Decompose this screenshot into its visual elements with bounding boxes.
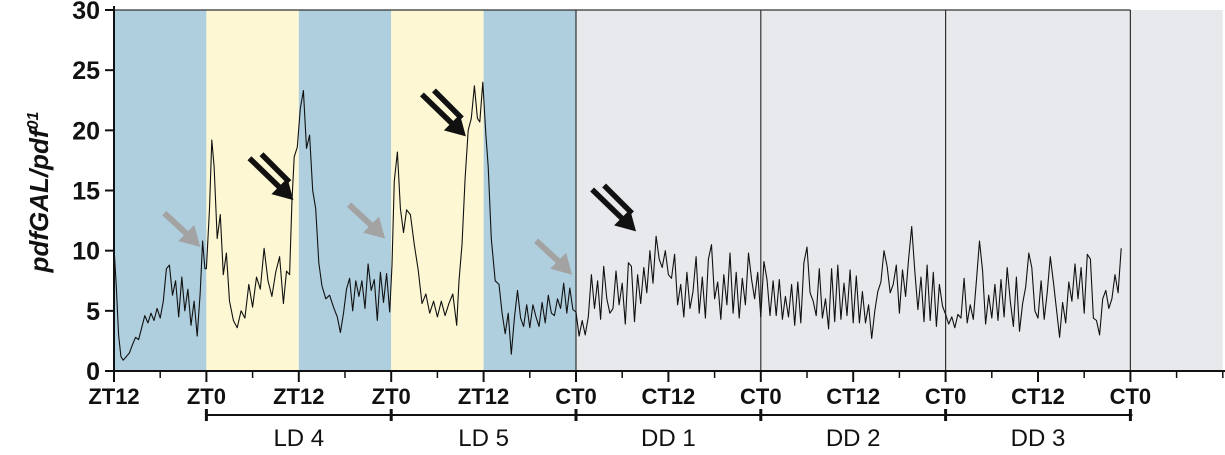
arrow-shaft: [432, 88, 464, 121]
x-tick-label: ZT0: [372, 384, 411, 409]
band-2: [298, 10, 392, 371]
y-tick-label: 15: [72, 178, 100, 206]
gray-arrow-4: [534, 238, 573, 275]
y-tick-label: 5: [86, 298, 100, 326]
y-tick-label: 0: [86, 358, 100, 386]
y-tick-label: 30: [72, 0, 100, 25]
arrow-head: [271, 178, 294, 201]
x-axis: ZT12 ZT0 ZT12 ZT0 ZT12 CT0 CT12 CT0 CT12 CT0 CT12 C…: [88, 371, 1224, 409]
black-arrow-1: [247, 152, 294, 201]
y-axis-label: pdfGAL/pdf01: [24, 112, 54, 274]
period-label: DD 3: [1011, 425, 1066, 452]
black-arrow-3: [420, 88, 466, 137]
band-3: [391, 10, 484, 371]
band-6: [760, 10, 946, 371]
y-axis: 0 5 10 15 20 25 30: [72, 0, 114, 386]
x-tick-label: CT12: [826, 384, 880, 409]
gray-arrow-0: [162, 210, 201, 248]
band-4: [483, 10, 576, 371]
x-tick-label: CT12: [642, 384, 696, 409]
x-tick-label: CT0: [925, 384, 967, 409]
series-line-0: [113, 81, 1122, 361]
arrow-head: [550, 252, 573, 275]
data-series: [113, 81, 1122, 361]
period-label: LD 4: [273, 425, 324, 452]
x-tick-label: CT0: [555, 384, 597, 409]
arrow-shaft: [602, 183, 634, 216]
background-bands: [114, 10, 1223, 371]
arrow-head: [443, 114, 466, 137]
band-8: [1130, 10, 1223, 371]
arrow-shaft: [259, 152, 292, 185]
band-7: [945, 10, 1131, 371]
arrow-head: [363, 216, 386, 239]
arrow-shaft: [590, 187, 628, 225]
y-tick-label: 25: [72, 57, 100, 85]
arrow-head: [178, 225, 201, 248]
y-tick-label: 10: [72, 238, 100, 266]
x-tick-label: ZT0: [187, 384, 226, 409]
band-0: [114, 10, 207, 371]
x-tick-label: CT0: [740, 384, 782, 409]
period-label: DD 2: [826, 425, 881, 452]
x-tick-label: ZT12: [458, 384, 509, 409]
x-tick-label: ZT12: [273, 384, 324, 409]
annotation-arrows: [162, 88, 637, 275]
gray-arrow-2: [347, 202, 386, 239]
band-5: [576, 10, 761, 371]
x-tick-label: ZT12: [88, 384, 139, 409]
arrow-shaft: [420, 92, 458, 130]
y-tick-label: 20: [72, 117, 100, 145]
period-label: DD 1: [641, 425, 696, 452]
arrow-head: [614, 209, 637, 232]
x-tick-label: CT12: [1011, 384, 1065, 409]
x-tick-label: CT0: [1110, 384, 1152, 409]
period-label: LD 5: [458, 425, 509, 452]
black-arrow-5: [590, 183, 637, 232]
period-bars: LD 4 LD 5 DD 1 DD 2 DD 3: [204, 409, 1133, 452]
arrow-shaft: [247, 156, 286, 194]
